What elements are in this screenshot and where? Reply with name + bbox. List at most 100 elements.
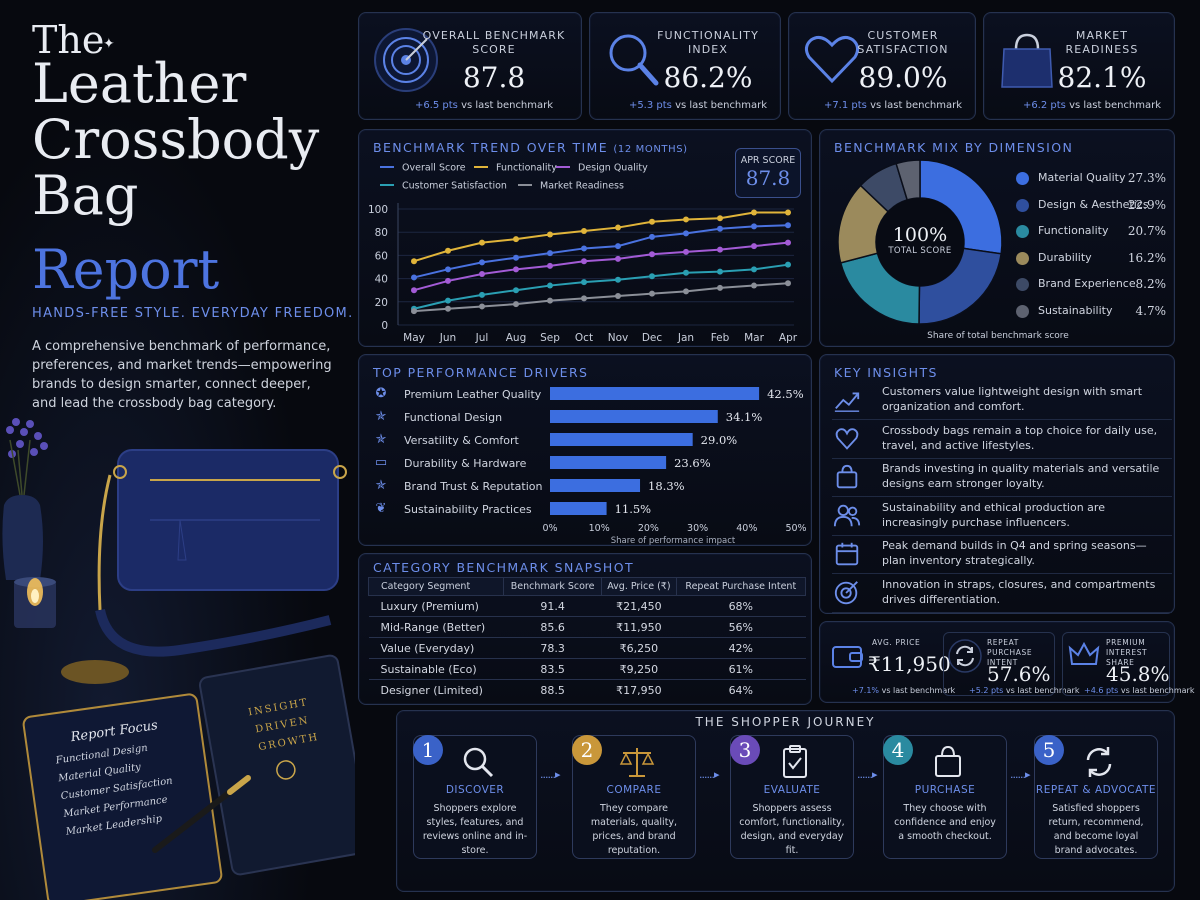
data-point [649,251,655,258]
data-point [751,282,757,289]
data-point [649,218,655,225]
driver-label: Versatility & Comfort [404,434,519,447]
calendar-icon [835,542,859,566]
trend-up-icon [834,392,860,412]
data-point [411,258,417,265]
legend-label: Market Readiness [540,181,624,192]
data-point [615,276,621,283]
legend-label: Functionality [1038,224,1109,237]
tagline: HANDS-FREE STYLE. EVERYDAY FREEDOM. [32,306,354,321]
tray-icon [61,660,129,684]
table-cell: 64% [676,679,806,701]
driver-label: Durability & Hardware [404,457,527,470]
driver-value-label: 11.5% [615,502,652,516]
kpi-change: +6.2 pts vs last benchmark [1022,100,1162,111]
drivers-title: TOP PERFORMANCE DRIVERS [373,365,589,380]
step-title: COMPARE [606,784,662,796]
col-header: Repeat Purchase Intent [675,577,807,596]
x-tick-label: 40% [736,523,757,534]
mini-kpi-label: REPEAT PURCHASE INTENT [987,638,1033,667]
title-main: Leather Crossbody Bag [32,56,319,224]
data-point [785,209,791,216]
insight-text: Peak demand builds in Q4 and spring seas… [882,539,1147,567]
step-description: They compare materials, quality, prices,… [590,803,678,856]
trend-chart: Overall Score Functionality Design Quality… [368,163,798,345]
magnifier-icon [609,34,659,86]
table-cell: ₹17,950 [601,679,677,701]
driver-bar [550,410,718,423]
bag-icon [1001,33,1053,88]
insight-item: Customers value lightweight design with … [832,382,1172,420]
y-tick-label: 60 [375,250,388,262]
step-description: They choose with confidence and enjoy a … [894,803,996,842]
journey-step: 1 DISCOVER Shoppers explore styles, feat… [413,735,537,859]
journey-step: 3 EVALUATE Shoppers assess comfort, func… [730,735,854,859]
driver-label: Brand Trust & Reputation [404,480,543,493]
data-point [513,301,519,308]
data-point [581,279,587,286]
kpi-label: OVERALL BENCHMARK SCORE [422,29,566,56]
mini-kpi-repeat: REPEAT PURCHASE INTENT 57.6% +5.2 pts vs… [945,624,1079,700]
data-point [649,273,655,280]
table-cell: 78.3 [503,637,602,659]
legend-label: Customer Satisfaction [402,181,507,192]
col-header: Avg. Price (₹) [601,577,677,596]
data-point [683,288,689,295]
legend-item: Overall Score [380,163,466,174]
data-point [751,209,757,216]
x-tick-label: Apr [779,332,798,344]
hero-illustration: Report Focus Functional Design Material … [2,418,355,900]
table-cell: 91.4 [503,595,602,617]
data-point [615,293,621,299]
legend-item: Design Quality [556,163,648,174]
journey-step: 5 REPEAT & ADVOCATE Satisfied shoppers r… [1034,735,1158,859]
table-cell: 42% [676,637,806,659]
mini-kpi-box [943,632,1055,696]
table-cell: Luxury (Premium) [368,595,504,617]
insight-item: Crossbody bags remain a top choice for d… [832,421,1172,459]
journey-arrow: ......▸ [857,768,877,781]
table-cell: ₹6,250 [601,637,677,659]
data-point [649,233,655,240]
crossbody-bag-illustration [95,449,347,657]
data-point [479,239,485,246]
book-illustration: INSIGHT DRIVEN GROWTH [198,654,355,876]
series-line [413,263,789,310]
legend-label: Design & Aesthetics [1038,197,1149,211]
journey-step: 4 PURCHASE They choose with confidence a… [883,735,1007,859]
driver-row: ✪ Premium Leather Quality [372,386,802,404]
repeat-icon [948,639,982,673]
legend-item: Customer Satisfaction [380,181,507,192]
table-row: Sustainable (Eco) 83.5 ₹9,250 61% [368,658,806,680]
table-cell: Value (Everyday) [368,637,504,659]
data-point [547,297,553,304]
data-point [479,270,485,277]
data-point [751,223,757,230]
snapshot-table: Category Segment Benchmark Score Avg. Pr… [367,577,807,701]
legend-swatch [1016,172,1029,185]
scale-icon [619,748,655,777]
target-arrow-icon [834,580,858,604]
legend-value: 16.2% [1127,250,1166,265]
people-icon [833,504,861,526]
data-point [513,266,519,273]
hero-description: A comprehensive benchmark of performance… [32,339,332,411]
insights-title: KEY INSIGHTS [834,365,938,380]
step-number: 5 [1034,735,1064,765]
x-tick-label: Feb [711,332,730,344]
title-leather: Leather [32,52,247,115]
callout-value: 87.8 [745,166,791,190]
x-tick-label: 0% [542,523,557,534]
mini-kpi-change: +4.6 pts vs last benchmark [1084,686,1195,695]
table-cell: ₹9,250 [601,658,677,680]
data-point [479,259,485,266]
legend-label: Design Quality [578,163,648,174]
step-description: Satisfied shoppers return, recommend, an… [1048,803,1144,856]
x-tick-label: Sep [540,332,560,344]
data-point [581,228,587,235]
data-point [581,245,587,252]
step-title: EVALUATE [763,784,821,796]
kpi-change: +6.5 pts vs last benchmark [414,100,554,111]
series-line [413,241,789,292]
mix-donut-chart [837,159,1003,325]
